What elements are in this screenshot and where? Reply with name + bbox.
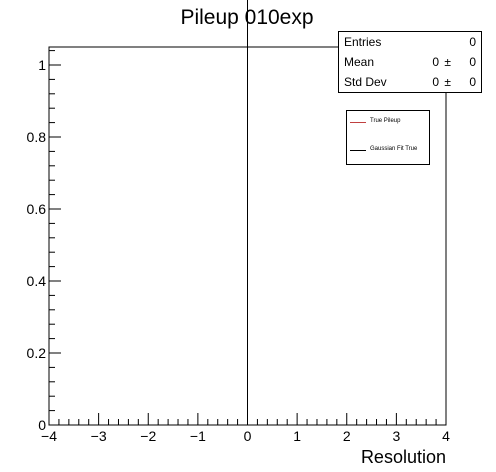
x-tick-label: −4 — [41, 428, 57, 444]
x-tick-label: −1 — [190, 428, 206, 444]
y-tick-label: 0.4 — [27, 273, 47, 289]
axis-ticks — [48, 50, 447, 426]
x-axis-label: Resolution — [361, 447, 446, 467]
stats-row-stddev: Std Dev 0 ± 0 — [339, 72, 481, 92]
stats-row-entries: Entries 0 — [339, 32, 481, 52]
stats-mean-error: 0 — [469, 55, 476, 69]
stats-entries-value: 0 — [469, 35, 476, 49]
y-tick-label: 0 — [38, 417, 46, 433]
stats-stddev-pm: ± — [444, 75, 451, 89]
stats-stddev-error: 0 — [469, 75, 476, 89]
y-tick-label: 0.8 — [27, 129, 47, 145]
x-tick-label: 4 — [442, 428, 450, 444]
legend: True Pileup Gaussian Fit True — [346, 110, 430, 165]
legend-entry-true-pileup: True Pileup — [350, 118, 428, 128]
legend-label-true-pileup: True Pileup — [370, 118, 401, 124]
stats-stddev-label: Std Dev — [344, 75, 387, 89]
x-tick-label: −2 — [140, 428, 156, 444]
stats-mean-value: 0 — [432, 55, 439, 69]
stats-row-mean: Mean 0 ± 0 — [339, 52, 481, 72]
stats-entries-label: Entries — [344, 35, 382, 49]
stats-box: Entries 0 Mean 0 ± 0 Std Dev 0 ± 0 — [338, 31, 482, 93]
stats-mean-pm: ± — [444, 55, 451, 69]
legend-entry-gaussian-fit: Gaussian Fit True — [350, 146, 428, 156]
tick-labels: −4 −3 −2 −1 0 1 2 3 4 0 0.2 0.4 0.6 0.8 1 — [27, 57, 451, 444]
x-tick-label: 0 — [244, 428, 252, 444]
x-tick-label: 1 — [293, 428, 301, 444]
y-tick-label: 0.2 — [27, 345, 47, 361]
y-tick-label: 0.6 — [27, 201, 47, 217]
legend-swatch-true-pileup — [350, 122, 366, 123]
x-tick-label: 2 — [343, 428, 351, 444]
x-tick-label: −3 — [91, 428, 107, 444]
x-tick-label: 3 — [392, 428, 400, 444]
y-tick-label: 1 — [38, 57, 46, 73]
legend-label-gaussian-fit: Gaussian Fit True — [370, 146, 418, 152]
stats-mean-label: Mean — [344, 55, 375, 69]
stats-stddev-value: 0 — [432, 75, 439, 89]
legend-swatch-gaussian-fit — [350, 150, 366, 151]
